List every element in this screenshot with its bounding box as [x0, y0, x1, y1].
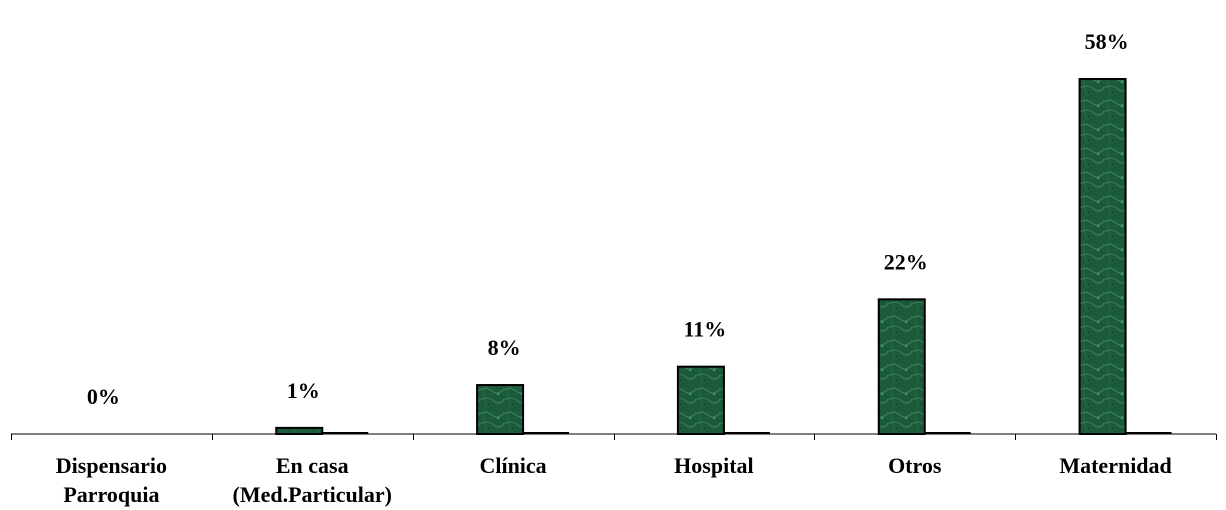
bar — [275, 426, 324, 435]
data-label: 1% — [287, 378, 320, 403]
bar-shadow — [322, 432, 369, 434]
bar-shadow — [723, 432, 770, 434]
bar — [877, 298, 926, 435]
data-label: 11% — [684, 317, 727, 342]
bar-shadow — [924, 432, 971, 434]
category-label: Otros — [888, 453, 942, 478]
data-label: 8% — [488, 335, 521, 360]
bar-shadow — [523, 432, 570, 434]
data-label: 0% — [87, 384, 120, 409]
category-label: Clínica — [479, 453, 546, 478]
category-label: (Med.Particular) — [233, 482, 392, 507]
bar — [476, 384, 525, 436]
category-label: Dispensario — [56, 453, 167, 478]
bar — [1078, 78, 1127, 435]
category-label: En casa — [276, 453, 349, 478]
category-label: Hospital — [674, 453, 753, 478]
bar-shadow — [1125, 432, 1172, 434]
category-label: Parroquia — [63, 482, 159, 507]
data-label: 22% — [884, 249, 928, 274]
category-label: Maternidad — [1059, 453, 1171, 478]
bar — [676, 365, 725, 436]
data-label: 58% — [1085, 29, 1129, 54]
